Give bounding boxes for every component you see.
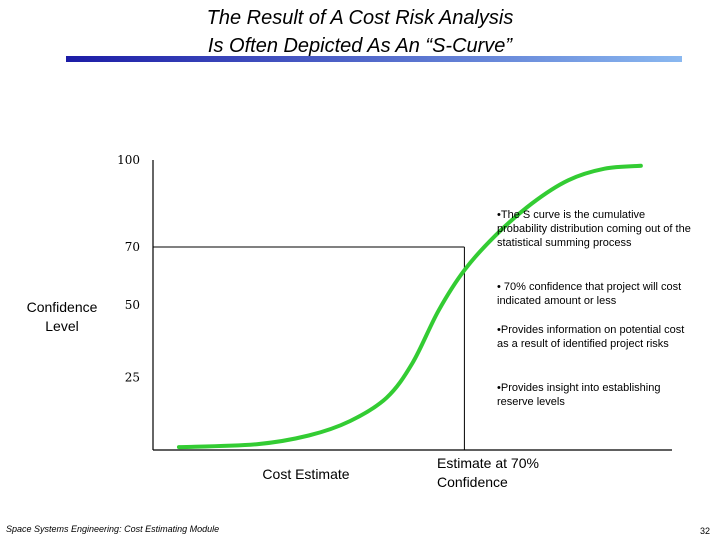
annotation-1: •The S curve is the cumulative probabili… [497,209,691,249]
y-tick-label-70: 70 [125,240,140,254]
x-axis-label: Cost Estimate [262,466,350,482]
annotation-4: •Provides insight into establishing rese… [497,382,661,408]
annotation-3: •Provides information on potential cost … [497,324,685,350]
y-tick-label-50: 50 [125,298,140,312]
title-line-1: The Result of A Cost Risk Analysis [206,7,514,29]
annotation-2: • 70% confidence that project will cost … [497,281,682,307]
s-curve-line [176,163,643,450]
page-number: 32 [699,526,710,536]
reference-lines [153,246,465,450]
reference-x-label: Estimate at 70% Confidence [437,455,539,490]
y-tick-label-25: 25 [125,371,140,385]
title-line-2: Is Often Depicted As An “S-Curve” [207,35,513,57]
y-axis-label: Confidence Level [26,299,98,334]
footer-text: Space Systems Engineering: Cost Estimati… [6,524,220,534]
slide-title: The Result of A Cost Risk Analysis Is Of… [0,4,720,60]
y-tick-label-100: 100 [117,153,140,167]
title-underline-bar [66,56,682,62]
chart-axes [152,160,672,451]
y-tick-labels: 25 50 70 100 [117,153,140,385]
